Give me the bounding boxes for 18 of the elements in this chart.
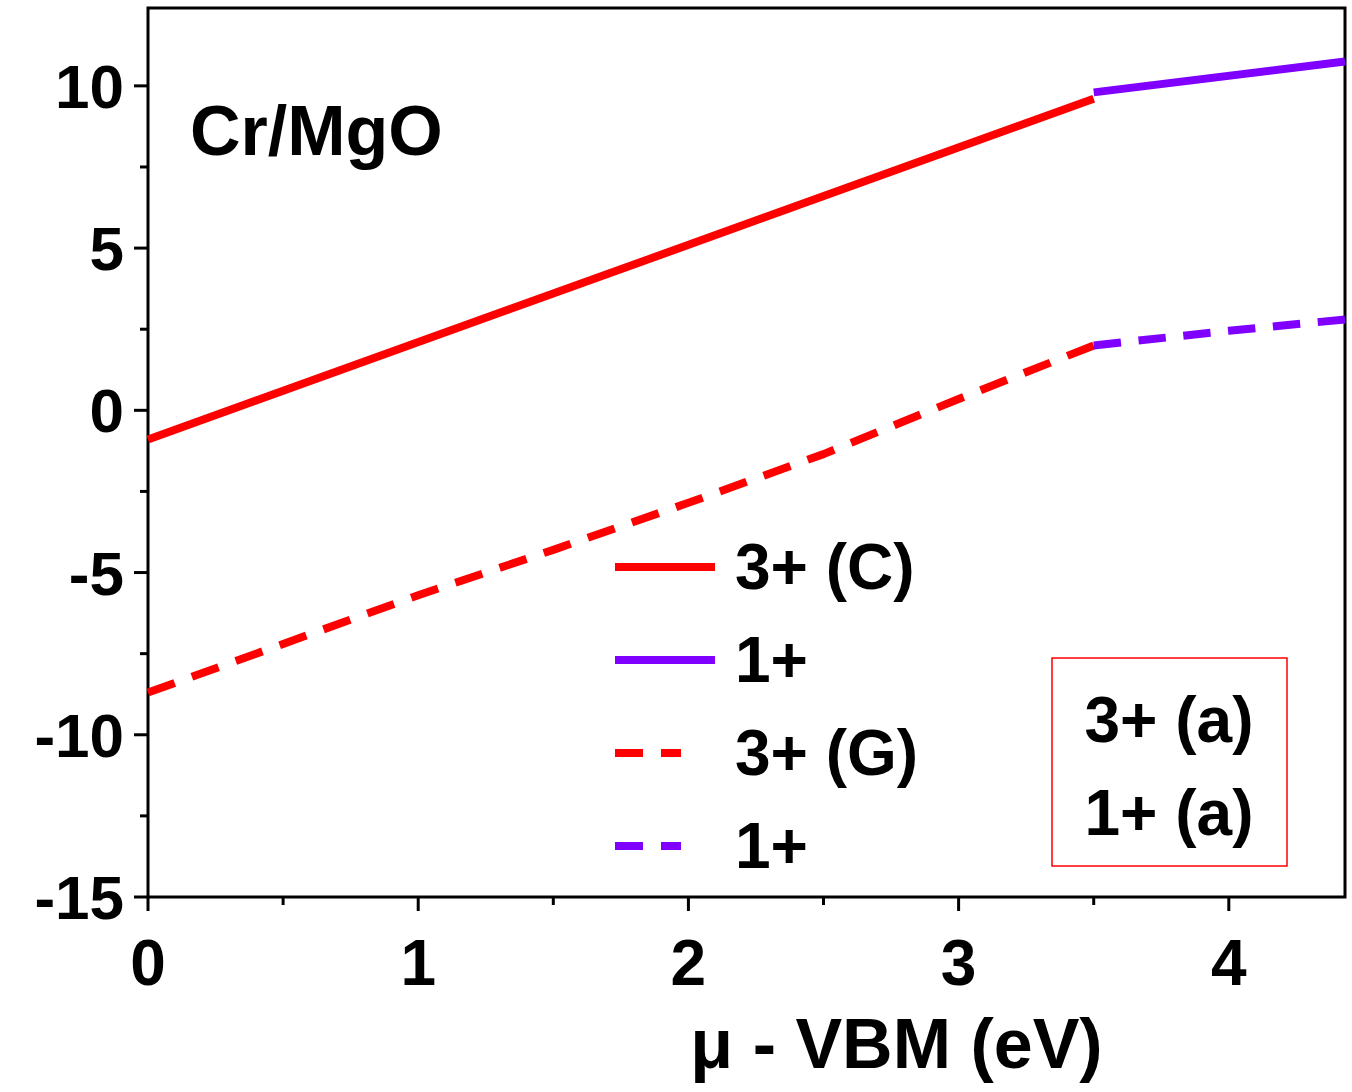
legend-label: 3+ (G) xyxy=(735,717,919,789)
legend-label: 1+ xyxy=(735,624,808,696)
y-tick-label: 5 xyxy=(89,214,124,284)
annotation: 3+ (a) xyxy=(1084,684,1254,756)
y-tick-label: -15 xyxy=(34,863,124,932)
annotation: Cr/MgO xyxy=(190,92,443,170)
y-tick-label: -10 xyxy=(34,700,124,770)
y-tick-label: -5 xyxy=(68,538,124,608)
x-tick-label: 1 xyxy=(400,927,436,999)
annotation: 1+ (a) xyxy=(1084,777,1254,849)
x-tick-label: 3 xyxy=(940,927,977,999)
legend-label: 3+ (C) xyxy=(735,531,915,603)
x-tick-label: 4 xyxy=(1211,927,1248,999)
x-tick-label: 2 xyxy=(670,927,707,999)
legend-label: 1+ xyxy=(735,810,808,882)
y-tick-label: 0 xyxy=(89,376,124,446)
x-axis-title: μ - VBM (eV) xyxy=(690,1005,1103,1083)
y-tick-label: 10 xyxy=(55,51,124,121)
